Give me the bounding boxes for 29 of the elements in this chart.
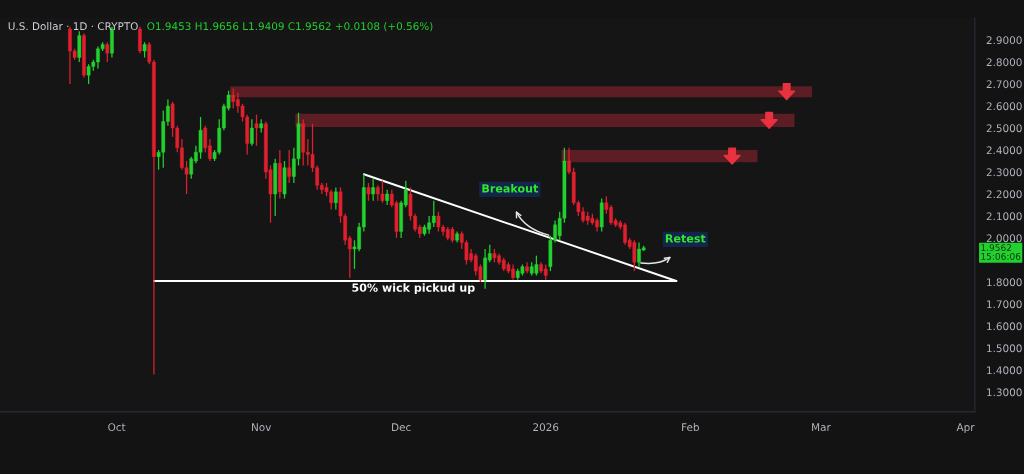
x-tick-label: Nov xyxy=(252,423,272,432)
y-tick-label: 1.6000 xyxy=(987,322,1022,331)
y-tick-label: 2.2000 xyxy=(986,190,1022,199)
y-tick-label: 1.4000 xyxy=(987,366,1022,375)
y-tick-label: 2.6000 xyxy=(986,102,1022,111)
x-tick-label: Feb xyxy=(682,423,699,432)
y-tick-label: 2.1000 xyxy=(986,212,1022,221)
chart-subtitle: O1.9453 H1.9656 L1.9409 C1.9562 +0.0108 (+0.56%) xyxy=(147,22,433,32)
y-tick-label: 1.5000 xyxy=(987,344,1022,353)
text: 1.9562 15:06:06 xyxy=(981,244,1021,260)
y-tick-label: 2.3000 xyxy=(986,168,1022,177)
y-tick-label: 1.8000 xyxy=(987,278,1022,287)
y-tick-label: 2.0000 xyxy=(986,234,1022,243)
y-tick-label: 2.8000 xyxy=(986,58,1022,67)
x-tick-label: Oct xyxy=(108,423,126,432)
y-tick-label: 2.4000 xyxy=(986,146,1022,155)
annotation: 50% wick pickud up xyxy=(352,283,475,294)
y-tick-label: 2.9000 xyxy=(986,36,1022,45)
x-tick-label: Dec xyxy=(392,423,411,432)
y-tick-label: 2.5000 xyxy=(986,124,1022,133)
x-tick-label: Mar xyxy=(812,423,831,432)
y-tick-label: 1.3000 xyxy=(987,388,1022,397)
annotation: Retest xyxy=(665,234,706,243)
chart-title: U.S. Dollar · 1D · CRYPTO xyxy=(8,22,138,31)
x-tick-label: Apr xyxy=(956,423,975,434)
y-tick-label: 1.7000 xyxy=(987,300,1022,309)
x-tick-label: 2026 xyxy=(533,423,559,432)
annotation: Breakout xyxy=(482,183,539,193)
y-tick-label: 2.7000 xyxy=(986,80,1022,89)
